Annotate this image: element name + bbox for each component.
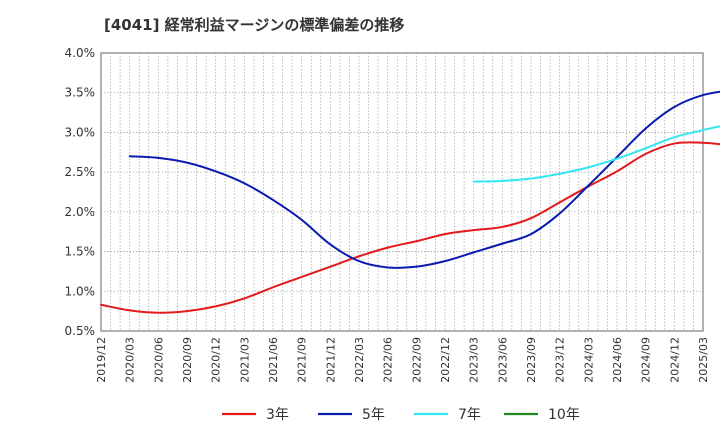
x-tick-label: 2023/06 (496, 337, 509, 383)
series-line-2 (128, 90, 720, 269)
x-tick-label: 2023/09 (525, 337, 538, 383)
x-tick-label: 2025/03 (697, 337, 710, 383)
legend: 3年 5年 7年 10年 (222, 407, 580, 423)
x-tick-label: 2020/06 (152, 337, 165, 383)
x-tick-label: 2022/12 (439, 337, 452, 383)
x-tick-label: 2021/03 (238, 337, 251, 383)
x-axis-ticks: 2019/12 2020/03 2020/06 2020/09 2020/12 2021/… (95, 337, 710, 383)
chart-title: [4041] 経常利益マージンの標準偏差の推移 (104, 16, 404, 34)
y-tick-label: 1.5% (65, 245, 96, 259)
x-tick-label: 2024/03 (582, 337, 595, 383)
x-tick-label: 2020/03 (124, 337, 137, 383)
x-tick-label: 2021/09 (296, 337, 309, 383)
x-tick-label: 2022/03 (353, 337, 366, 383)
x-tick-label: 2024/09 (640, 337, 653, 383)
x-tick-label: 2021/06 (267, 337, 280, 383)
x-tick-label: 2024/06 (611, 337, 624, 383)
y-tick-label: 1.0% (65, 284, 96, 298)
x-tick-label: 2023/03 (468, 337, 481, 383)
y-tick-label: 2.0% (65, 205, 96, 219)
y-tick-label: 3.5% (65, 86, 96, 100)
y-tick-label: 0.5% (65, 324, 96, 338)
y-tick-label: 2.5% (65, 165, 96, 179)
y-tick-label: 4.0% (65, 46, 96, 60)
grid-lines (101, 53, 703, 331)
series-line-1 (100, 141, 720, 314)
x-tick-label: 2021/12 (324, 337, 337, 383)
x-tick-label: 2020/09 (181, 337, 194, 383)
legend-label-2: 5年 (362, 407, 385, 423)
y-axis-ticks: 0.5% 1.0% 1.5% 2.0% 2.5% 3.0% 3.5% 4.0% (65, 46, 96, 338)
x-tick-label: 2022/09 (410, 337, 423, 383)
legend-label-1: 3年 (266, 407, 289, 423)
legend-label-3: 7年 (458, 407, 481, 423)
legend-label-4: 10年 (548, 407, 580, 423)
x-tick-label: 2022/06 (382, 337, 395, 383)
x-tick-label: 2020/12 (210, 337, 223, 383)
series-line-3 (472, 125, 720, 183)
y-tick-label: 3.0% (65, 125, 96, 139)
x-tick-label: 2023/12 (554, 337, 567, 383)
series-lines (100, 90, 720, 314)
plot-area (100, 52, 704, 332)
x-tick-label: 2024/12 (668, 337, 681, 383)
x-tick-label: 2019/12 (95, 337, 108, 383)
